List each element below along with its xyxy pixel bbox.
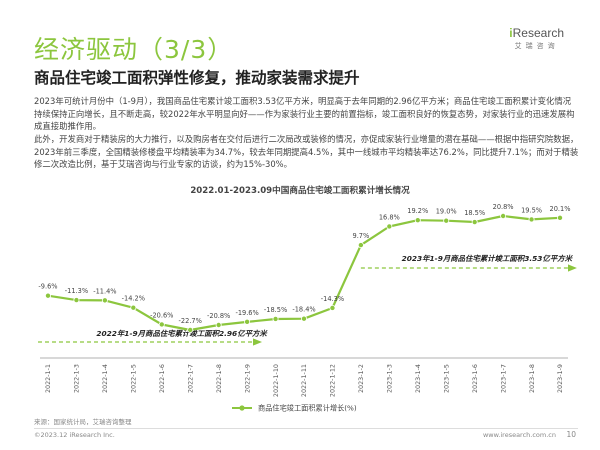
x-tick-label: 2023-1-9 (556, 364, 564, 393)
x-tick-label: 2022-1-6 (158, 364, 166, 393)
data-label: 19.2% (407, 207, 428, 215)
data-label: -9.6% (38, 283, 57, 291)
footer-divider (34, 428, 578, 429)
chart-source: 来源：国家统计局，艾瑞咨询整理 (34, 418, 132, 426)
data-label: -20.8% (207, 312, 230, 320)
x-tick-label: 2022-1-5 (130, 364, 138, 393)
x-tick-label: 2023-1-5 (442, 364, 450, 393)
data-point (45, 292, 52, 299)
data-label: -11.3% (65, 287, 88, 295)
data-point (244, 318, 251, 325)
data-point (528, 216, 535, 223)
x-tick-label: 2022-1-11 (300, 364, 308, 397)
x-tick-label: 2022-1-10 (272, 364, 280, 397)
data-label: 19.5% (521, 206, 542, 214)
completion-growth-line-chart: 2023年1-9月商品住宅累计竣工面积3.53亿平方米 2022年1-9月商品住宅… (38, 203, 577, 413)
x-tick-label: 2022-1-8 (215, 364, 223, 393)
data-label: 20.8% (493, 203, 514, 211)
logo-brand-name: Research (512, 26, 564, 40)
data-label: 9.7% (353, 232, 370, 240)
x-tick-label: 2022-1-7 (186, 364, 194, 393)
x-tick-label: 2022-1-12 (329, 364, 337, 397)
data-point (557, 214, 564, 221)
x-tick-label: 2022-1-1 (44, 364, 52, 393)
data-point (443, 217, 450, 224)
data-point (73, 297, 80, 304)
logo-cn-text: 艾瑞咨询 (514, 42, 559, 50)
x-tick-label: 2023-1-2 (357, 364, 365, 393)
x-tick-label: 2022-1-3 (73, 364, 81, 393)
data-point (386, 223, 393, 230)
data-point (357, 242, 364, 249)
data-point (215, 321, 222, 328)
x-tick-label: 2023-1-4 (414, 364, 422, 393)
page-subtitle: 商品住宅竣工面积弹性修复，推动家装需求提升 (34, 69, 360, 87)
logo-text: iResearch (509, 26, 564, 40)
data-label: 16.8% (379, 213, 400, 221)
paragraph-fine-decoration: 此外，开发商对于精装房的大力推行，以及购房者在交付后进行二次局改或装修的情况，亦… (34, 134, 579, 170)
annotation-text: 2023年1-9月商品住宅累计竣工面积3.53亿平方米 (402, 254, 574, 263)
data-label: -20.6% (150, 311, 173, 319)
data-point (187, 326, 194, 333)
legend-label: 商品住宅竣工面积累计增长(%) (258, 404, 357, 413)
legend-marker (239, 405, 245, 411)
data-point (414, 217, 421, 224)
x-tick-label: 2023-1-6 (471, 364, 479, 393)
x-tick-label: 2022-1-4 (101, 364, 109, 393)
x-tick-label: 2023-1-7 (499, 364, 507, 393)
data-label: -11.4% (93, 287, 116, 295)
x-tick-label: 2022-1-9 (243, 364, 251, 393)
paragraph-completion-area: 2023年可统计月份中（1-9月），我国商品住宅累计竣工面积3.53亿平方米，明… (34, 96, 575, 132)
x-tick-label: 2023-1-8 (528, 364, 536, 393)
data-label: 18.5% (464, 209, 485, 217)
data-point (500, 213, 507, 220)
data-label: 19.0% (436, 208, 457, 216)
data-label: -18.5% (264, 306, 287, 314)
page-title: 经济驱动（3/3） (34, 35, 234, 64)
data-point (471, 219, 478, 226)
data-point (329, 304, 336, 311)
data-label: -18.4% (292, 306, 315, 314)
data-label: -14.3% (321, 295, 344, 303)
data-label: 20.1% (550, 205, 571, 213)
annotation-text: 2022年1-9月商品住宅累计竣工面积2.96亿平方米 (96, 329, 268, 338)
x-tick-label: 2023-1-3 (386, 364, 394, 393)
data-point (101, 297, 108, 304)
website-link[interactable]: www.iresearch.com.cn (482, 431, 556, 439)
data-point (300, 315, 307, 322)
chart-title: 2022.01-2023.09中国商品住宅竣工面积累计增长情况 (190, 186, 410, 196)
data-label: -14.2% (122, 295, 145, 303)
data-point (158, 321, 165, 328)
data-point (272, 315, 279, 322)
data-label: -22.7% (179, 317, 202, 325)
data-label: -19.6% (235, 309, 258, 317)
data-point (130, 304, 137, 311)
iresearch-logo: iResearch 艾瑞咨询 (509, 26, 564, 51)
logo-i-icon: i (509, 26, 513, 40)
copyright-text: ©2023.12 iResearch Inc. (34, 431, 115, 439)
page-number: 10 (566, 430, 576, 439)
